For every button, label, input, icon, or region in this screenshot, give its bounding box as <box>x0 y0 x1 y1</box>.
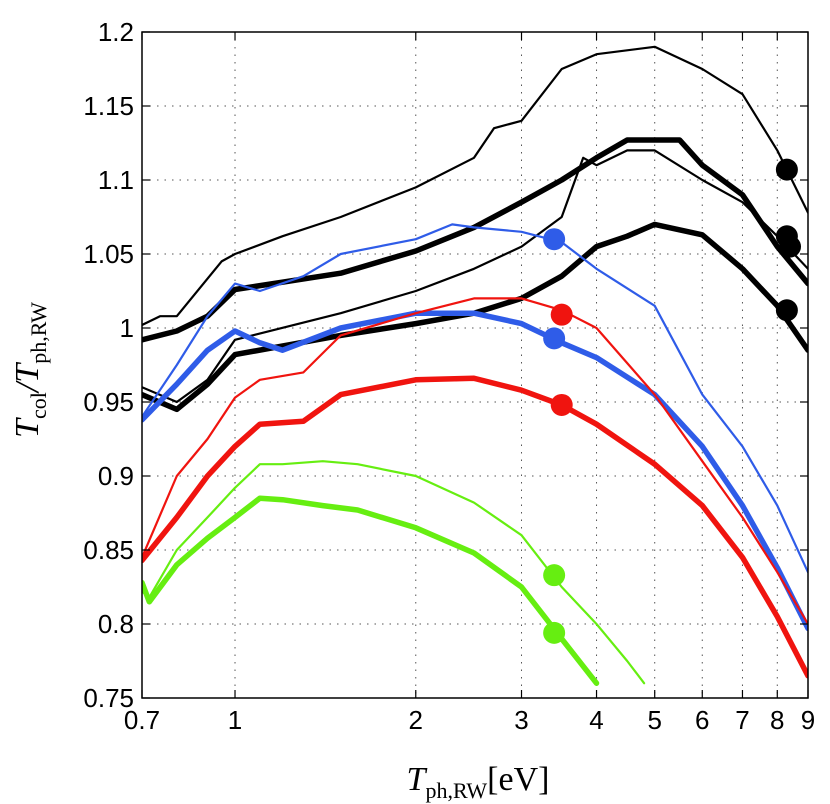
series-line-black-thick-2 <box>142 221 808 413</box>
marker-blue-thick <box>543 327 566 350</box>
series-line-green-thick <box>142 495 600 686</box>
y-tick-label: 0.85 <box>83 535 134 565</box>
marker-layer <box>543 158 802 644</box>
y-axis-label: Tcol/Tph,RW <box>9 302 51 438</box>
y-tick-label: 1.15 <box>83 91 134 121</box>
plot-frame <box>141 31 809 699</box>
y-axis-label-main: T <box>9 417 46 438</box>
ticks <box>141 31 809 699</box>
x-tick-label: 0.7 <box>124 705 160 735</box>
series-line-red-thick <box>142 375 808 679</box>
x-tick-label: 6 <box>695 705 709 735</box>
marker-blue-thin <box>543 228 566 251</box>
series-line-black-thin-1 <box>142 45 808 327</box>
marker-black-thin-1 <box>775 158 798 181</box>
series-line-black-thick-1 <box>142 137 808 343</box>
x-tick-label: 3 <box>514 705 528 735</box>
y-tick-label: 1.05 <box>83 239 134 269</box>
series-line-red-thin <box>142 297 808 626</box>
x-tick-label: 7 <box>735 705 749 735</box>
x-tick-label: 4 <box>589 705 603 735</box>
y-axis-label-sub: col <box>26 392 51 419</box>
marker-black-thick-2 <box>775 299 798 322</box>
series-line-blue-thin <box>142 223 808 574</box>
x-tick-label: 1 <box>228 705 242 735</box>
y-tick-label: 1.1 <box>98 165 134 195</box>
y-axis-label-mid: /T <box>9 362 46 394</box>
series-line-black-thin-2 <box>142 149 808 404</box>
y-tick-label: 1.2 <box>98 17 134 47</box>
marker-green-thin <box>543 564 566 587</box>
y-tick-label: 0.9 <box>98 461 134 491</box>
x-tick-label: 2 <box>409 705 423 735</box>
x-tick-labels: 0.7 1 2 3 4 5 6 7 8 9 <box>124 705 815 735</box>
marker-black-thick-1 <box>779 235 802 258</box>
marker-red-thin <box>550 303 573 326</box>
x-tick-label: 8 <box>770 705 784 735</box>
series-layer <box>142 45 808 686</box>
y-tick-label: 0.8 <box>98 609 134 639</box>
y-tick-label: 0.75 <box>83 683 134 713</box>
x-axis-label-sub: ph,RW <box>425 778 487 803</box>
marker-red-thick <box>550 393 573 416</box>
x-tick-label: 5 <box>647 705 661 735</box>
y-axis-label-sub2: ph,RW <box>26 302 51 364</box>
series-line-blue-thick <box>142 310 808 632</box>
y-tick-label: 0.95 <box>83 387 134 417</box>
x-axis-label-main: T <box>407 761 428 798</box>
x-tick-label: 9 <box>801 705 815 735</box>
y-tick-label: 1 <box>120 313 134 343</box>
x-axis-label: Tph,RW[eV] <box>407 761 550 803</box>
marker-green-thick <box>543 621 566 644</box>
y-tick-labels: 0.75 0.8 0.85 0.9 0.95 1 1.05 1.1 1.15 1.2 <box>83 17 134 713</box>
series-line-green-thin <box>142 460 646 685</box>
x-axis-label-unit: [eV] <box>487 761 549 798</box>
